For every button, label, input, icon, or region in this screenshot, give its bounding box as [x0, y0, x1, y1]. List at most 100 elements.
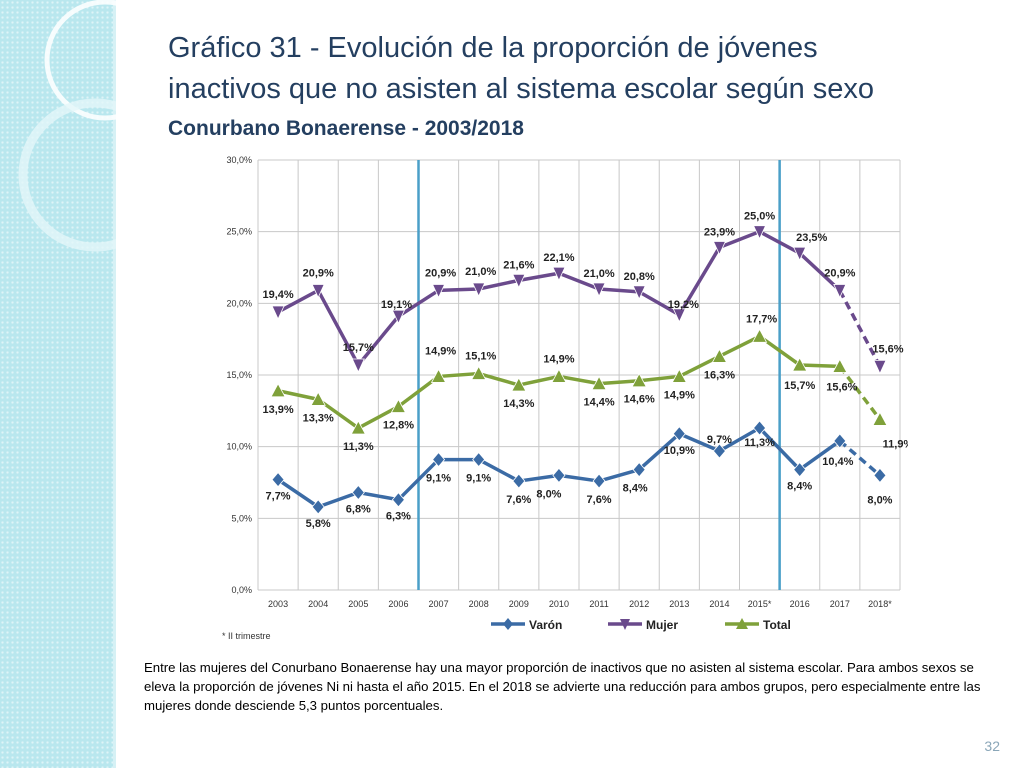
- legend-marker-total: [736, 618, 748, 629]
- data-label-mujer: 23,5%: [796, 232, 827, 244]
- caption-text: Entre las mujeres del Conurbano Bonaeren…: [144, 660, 981, 713]
- data-point-mujer: [552, 266, 566, 282]
- data-label-varon: 7,6%: [506, 494, 531, 506]
- ring-bottom: [18, 98, 116, 252]
- data-label-total: 14,9%: [425, 345, 456, 357]
- data-point-varon: [753, 420, 767, 436]
- data-point-varon: [873, 467, 887, 483]
- y-tick-label: 25,0%: [226, 227, 252, 237]
- data-point-varon: [552, 467, 566, 483]
- data-point-varon: [432, 451, 446, 468]
- data-label-total: 14,9%: [664, 389, 695, 401]
- data-label-mujer: 20,9%: [824, 267, 855, 279]
- data-point-mujer: [391, 309, 406, 325]
- y-tick-label: 0,0%: [231, 585, 252, 595]
- data-point-mujer: [752, 225, 767, 240]
- data-point-total: [390, 398, 407, 413]
- data-label-mujer: 20,8%: [624, 271, 655, 283]
- data-label-mujer: 23,9%: [704, 226, 735, 238]
- data-point-mujer: [592, 282, 606, 297]
- data-point-varon: [472, 451, 486, 468]
- series-projection-mujer: [838, 289, 882, 368]
- data-label-varon: 7,6%: [587, 494, 612, 506]
- data-label-total: 14,9%: [543, 353, 574, 365]
- x-tick-label: 2018*: [868, 599, 892, 609]
- x-tick-label: 2007: [429, 599, 449, 609]
- sidebar-edge: [113, 0, 116, 768]
- data-point-mujer: [271, 305, 285, 320]
- footnote: * II trimestre: [222, 631, 271, 641]
- x-tick-label: 2003: [268, 599, 288, 609]
- data-point-total: [711, 348, 728, 363]
- data-label-total: 14,6%: [624, 394, 655, 406]
- data-label-total: 14,4%: [583, 397, 614, 409]
- data-point-varon: [833, 433, 847, 449]
- data-label-mujer: 21,6%: [503, 259, 534, 271]
- legend-label-mujer: Mujer: [646, 618, 678, 632]
- x-tick-label: 2009: [509, 599, 529, 609]
- data-point-varon: [512, 473, 526, 489]
- data-label-total: 15,1%: [465, 351, 496, 363]
- data-label-varon: 8,4%: [623, 483, 648, 495]
- decorative-rings: [18, 0, 116, 252]
- page-number: 32: [984, 738, 1000, 754]
- data-label-varon: 6,8%: [346, 504, 371, 516]
- data-label-varon: 5,8%: [306, 518, 331, 530]
- data-label-mujer: 19,2%: [668, 299, 699, 311]
- data-point-total: [631, 372, 647, 388]
- data-point-mujer: [833, 284, 847, 299]
- data-point-total: [792, 357, 808, 372]
- data-point-varon: [351, 484, 365, 501]
- data-point-total: [551, 368, 567, 383]
- slide-subtitle: Conurbano Bonaerense - 2003/2018: [168, 117, 524, 140]
- x-tick-label: 2014: [709, 599, 729, 609]
- data-label-total: 11,9%: [883, 438, 908, 450]
- x-tick-label: 2016: [790, 599, 810, 609]
- data-label-total: 17,7%: [746, 313, 777, 325]
- sidebar-decoration: [0, 0, 113, 768]
- y-tick-label: 5,0%: [231, 513, 252, 523]
- data-label-total: 11,3%: [343, 441, 374, 453]
- data-point-mujer: [472, 282, 486, 297]
- data-point-mujer: [632, 285, 646, 300]
- data-point-mujer: [311, 284, 325, 299]
- data-label-total: 14,3%: [503, 398, 534, 410]
- data-point-varon: [592, 473, 606, 489]
- data-label-varon: 7,7%: [266, 491, 291, 503]
- data-point-varon: [391, 492, 405, 508]
- data-label-total: 13,9%: [262, 404, 293, 416]
- data-label-total: 15,7%: [784, 380, 815, 392]
- data-label-varon: 10,4%: [822, 456, 853, 468]
- data-label-mujer: 19,1%: [381, 299, 412, 311]
- data-point-mujer: [873, 360, 887, 375]
- data-label-total: 16,3%: [704, 369, 735, 381]
- data-label-mujer: 20,9%: [303, 267, 334, 279]
- data-label-total: 15,6%: [826, 381, 857, 393]
- x-tick-label: 2012: [629, 599, 649, 609]
- data-point-mujer: [431, 284, 446, 299]
- x-tick-label: 2004: [308, 599, 328, 609]
- data-label-varon: 9,7%: [707, 434, 732, 446]
- legend-marker-varon: [503, 618, 513, 630]
- legend-label-varon: Varón: [529, 618, 562, 632]
- data-label-mujer: 15,6%: [872, 343, 903, 355]
- y-tick-label: 30,0%: [226, 155, 252, 165]
- data-label-varon: 9,1%: [426, 473, 451, 485]
- data-point-mujer: [512, 274, 526, 289]
- data-label-mujer: 22,1%: [543, 252, 574, 264]
- x-tick-label: 2005: [348, 599, 368, 609]
- data-label-varon: 8,4%: [787, 481, 812, 493]
- y-tick-label: 20,0%: [226, 298, 252, 308]
- data-label-varon: 8,0%: [536, 488, 561, 500]
- line-chart: 0,0% 5,0% 10,0% 15,0% 20,0% 25,0% 30,0% 2003 200…: [226, 155, 908, 632]
- data-point-total: [832, 358, 848, 373]
- data-point-mujer: [793, 246, 807, 262]
- data-point-total: [471, 365, 487, 380]
- slide-title-line-2: inactivos que no asisten al sistema esco…: [168, 73, 875, 105]
- data-label-varon: 10,9%: [664, 445, 695, 457]
- y-tick-label: 15,0%: [226, 370, 252, 380]
- series-projection-varon: [838, 439, 882, 477]
- data-point-mujer: [672, 308, 686, 323]
- data-point-total: [511, 377, 527, 392]
- legend-label-total: Total: [763, 618, 791, 632]
